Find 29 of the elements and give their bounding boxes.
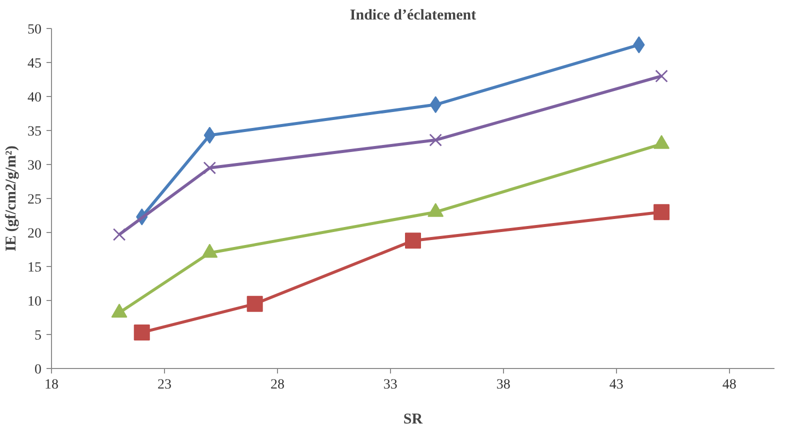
chart-title: Indice d’éclatement xyxy=(350,8,476,24)
x-tick-label: 48 xyxy=(722,378,736,392)
y-tick-label: 15 xyxy=(28,260,42,276)
y-tick-label: 20 xyxy=(28,226,42,242)
y-axis-title: IE (gf/cm2/g/m²) xyxy=(4,146,20,252)
x-axis-title: SR xyxy=(403,412,423,428)
point xyxy=(134,324,150,340)
y-tick-label: 45 xyxy=(28,56,42,72)
y-tick-label: 25 xyxy=(28,192,42,208)
point xyxy=(655,70,668,83)
point xyxy=(203,161,216,174)
x-tick-label: 33 xyxy=(383,378,398,392)
y-tick-label: 30 xyxy=(28,158,42,174)
x-tick-label: 38 xyxy=(496,378,510,392)
x-tick-label: 23 xyxy=(157,378,172,392)
x-tick-label: 43 xyxy=(609,378,624,392)
y-tick-label: 0 xyxy=(34,362,42,378)
x-tick-label: 18 xyxy=(44,378,58,392)
point xyxy=(246,296,263,312)
point xyxy=(405,232,421,249)
y-tick-label: 5 xyxy=(34,328,42,344)
y-tick-label: 35 xyxy=(28,124,42,140)
y-tick-label: 50 xyxy=(28,22,42,38)
y-tick-label: 40 xyxy=(28,90,42,106)
point xyxy=(654,204,670,220)
point xyxy=(112,228,126,241)
point xyxy=(429,134,442,146)
x-tick-label: 28 xyxy=(270,378,284,392)
y-tick-label: 10 xyxy=(28,294,42,310)
